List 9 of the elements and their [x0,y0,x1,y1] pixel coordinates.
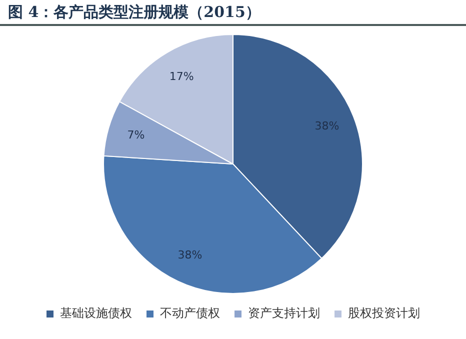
data-label: 7% [127,128,145,142]
legend-label: 资产支持计划 [248,306,320,320]
legend-label: 股权投资计划 [348,306,420,320]
legend-label: 基础设施债权 [60,306,132,320]
data-label: 17% [169,70,194,83]
chart-title: 图 4：各产品类型注册规模（2015） [8,2,262,22]
legend-label: 不动产债权 [160,306,220,320]
data-label: 38% [314,120,340,133]
data-label: 38% [178,248,202,262]
